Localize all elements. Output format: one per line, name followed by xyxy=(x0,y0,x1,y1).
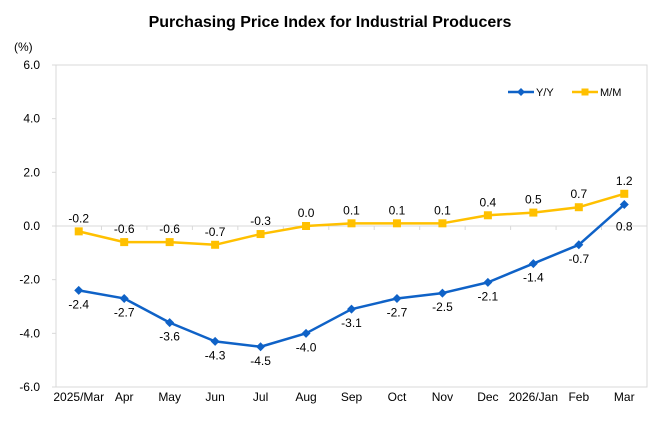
data-label: -4.0 xyxy=(296,340,317,354)
x-tick-label: Apr xyxy=(115,390,134,404)
x-tick-label: Dec xyxy=(477,390,498,404)
x-tick-label: May xyxy=(158,390,181,404)
chart-title: Purchasing Price Index for Industrial Pr… xyxy=(149,14,512,31)
legend-item-y-y: Y/Y xyxy=(508,87,554,99)
x-tick-label: Sep xyxy=(341,390,363,404)
data-point-marker xyxy=(347,304,356,314)
x-tick-label: 2025/Mar xyxy=(53,390,104,404)
data-label: 0.1 xyxy=(434,203,451,217)
data-label: 1.2 xyxy=(616,174,633,188)
data-label: -0.7 xyxy=(568,252,589,266)
data-point-marker xyxy=(165,318,175,328)
data-label: -0.6 xyxy=(114,222,135,236)
data-label: -2.1 xyxy=(478,289,499,303)
data-point-marker xyxy=(528,259,538,269)
data-label: -4.3 xyxy=(205,348,226,362)
x-tick-label: Jun xyxy=(205,390,224,404)
data-point-marker xyxy=(347,219,356,228)
y-axis-unit-label: (%) xyxy=(14,40,33,54)
data-point-marker xyxy=(120,238,129,247)
data-label: -2.4 xyxy=(68,297,89,311)
data-label: -3.1 xyxy=(341,316,362,330)
data-label: 0.8 xyxy=(616,220,633,234)
y-tick-label: 4.0 xyxy=(23,112,40,126)
legend-label: Y/Y xyxy=(536,87,554,99)
data-label: -3.6 xyxy=(159,330,180,344)
y-axis: -6.0 -4.0 -2.0 0.0 2.0 4.0 6.0 xyxy=(19,58,56,394)
data-point-marker xyxy=(437,288,447,298)
y-tick-label: 0.0 xyxy=(23,219,40,233)
legend-label: M/M xyxy=(600,87,621,99)
y-tick-label: -4.0 xyxy=(19,326,40,340)
x-tick-label: Jul xyxy=(253,390,268,404)
data-point-marker xyxy=(302,222,311,230)
x-tick-label: Mar xyxy=(614,390,635,404)
y-tick-label: -2.0 xyxy=(19,273,40,287)
data-point-marker xyxy=(438,219,447,228)
x-tick-label: Nov xyxy=(432,390,453,404)
data-label: -4.5 xyxy=(250,354,271,368)
legend-marker-diamond-icon xyxy=(517,88,525,96)
data-point-marker xyxy=(256,342,266,352)
data-point-marker xyxy=(574,240,584,250)
data-label: -2.5 xyxy=(432,300,453,314)
data-point-marker xyxy=(74,285,84,295)
data-label: 0.0 xyxy=(298,206,315,220)
data-label: -0.2 xyxy=(68,211,89,225)
data-point-marker xyxy=(529,208,538,217)
x-tick-label: 2026/Jan xyxy=(509,390,558,404)
data-label: 0.1 xyxy=(343,203,360,217)
y-tick-label: 6.0 xyxy=(23,58,40,72)
data-point-marker xyxy=(620,189,629,198)
data-point-marker xyxy=(483,277,493,287)
data-point-marker xyxy=(301,328,311,338)
data-point-marker xyxy=(74,227,83,236)
data-point-marker xyxy=(119,293,129,303)
data-label: -1.4 xyxy=(523,271,544,285)
data-label: -0.3 xyxy=(250,214,271,228)
data-point-marker xyxy=(210,336,220,346)
data-point-marker xyxy=(483,211,492,220)
data-point-marker xyxy=(211,240,220,249)
y-tick-label: 2.0 xyxy=(23,165,40,179)
data-label: 0.5 xyxy=(525,193,542,207)
legend-marker-square-icon xyxy=(581,88,589,96)
data-point-marker xyxy=(619,200,629,210)
data-label: -0.6 xyxy=(159,222,180,236)
x-tick-label: Feb xyxy=(568,390,589,404)
data-label: -2.7 xyxy=(387,305,408,319)
data-point-marker xyxy=(574,203,583,212)
data-label: 0.1 xyxy=(389,203,406,217)
series-m-m: -0.2 -0.6 -0.6 -0.7 -0.3 0.0 0.1 0.1 0.1 0.4 0.5 0.… xyxy=(68,174,633,249)
data-point-marker xyxy=(392,219,401,228)
data-label: -2.7 xyxy=(114,305,135,319)
data-label: -0.7 xyxy=(205,225,226,239)
series-line xyxy=(78,192,625,247)
data-label: 0.7 xyxy=(570,187,587,201)
data-label: 0.4 xyxy=(480,195,497,209)
legend-item-m-m: M/M xyxy=(572,87,621,99)
series-y-y: -2.4 -2.7 -3.6 -4.3 -4.5 -4.0 -3.1 -2.7 -2.5 -2.1… xyxy=(68,200,633,368)
x-axis: 2025/Mar Apr May Jun Jul Aug Sep Oct Nov Dec 2026/… xyxy=(53,226,635,404)
x-tick-label: Oct xyxy=(388,390,407,404)
legend: Y/Y M/M xyxy=(508,87,621,99)
y-tick-label: -6.0 xyxy=(19,380,40,394)
data-point-marker xyxy=(165,238,174,247)
series-layer: -0.2 -0.6 -0.6 -0.7 -0.3 0.0 0.1 0.1 0.1 0.4 0.5 0.… xyxy=(68,174,633,368)
data-point-marker xyxy=(256,230,265,239)
x-tick-label: Aug xyxy=(295,390,316,404)
data-point-marker xyxy=(392,293,402,303)
